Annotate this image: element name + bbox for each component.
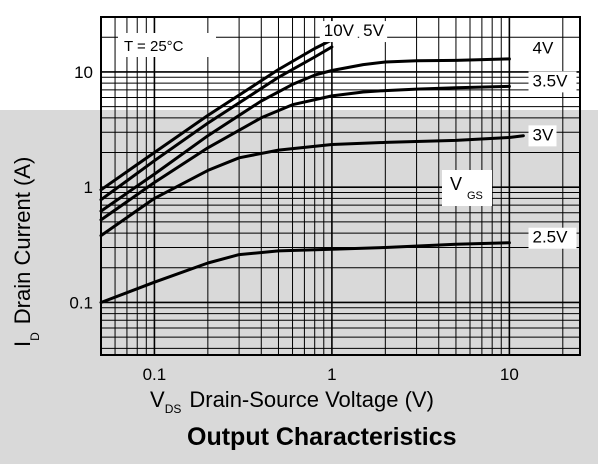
grid xyxy=(101,17,580,355)
series-line-10V xyxy=(99,38,334,192)
series-label-bg xyxy=(359,21,388,43)
series-label-3-5V: 3.5V xyxy=(533,71,569,90)
x-tick-label: 10 xyxy=(500,365,519,384)
series-label-10V: 10V xyxy=(324,21,355,40)
series-label-4V: 4V xyxy=(533,38,554,57)
plot-frame xyxy=(100,16,581,356)
series-lines xyxy=(99,38,525,304)
y-axis-title-subscript: D xyxy=(28,332,42,341)
series-label-bg xyxy=(528,227,577,249)
temperature-annotation: T = 25°C xyxy=(124,38,184,55)
series-label-3V: 3V xyxy=(533,125,554,144)
x-tick-label: 0.1 xyxy=(143,365,167,384)
series-line-3V xyxy=(99,134,525,238)
series-label-bg xyxy=(528,38,557,60)
chart-title: Output Characteristics xyxy=(187,423,457,451)
series-line-4V xyxy=(99,57,511,213)
y-tick-label: 1 xyxy=(84,178,93,197)
x-tick-label: 1 xyxy=(327,365,336,384)
y-axis-title: ID Drain Current (A) xyxy=(10,157,42,347)
y-axis-title-main: I xyxy=(10,341,35,347)
tick-labels: 0.1 1 10 0.1 1 10 xyxy=(69,63,518,384)
series-line-3-5V xyxy=(99,84,511,222)
series-label-2-5V: 2.5V xyxy=(533,228,569,247)
svg-text:IDDrain Current (A): ID Drain Current (A) xyxy=(10,157,42,347)
vgs-label-subscript: GS xyxy=(467,190,483,202)
series-label-bg xyxy=(528,71,577,93)
background-white xyxy=(0,0,598,110)
series-label-bg xyxy=(528,125,557,147)
series-line-2-5V xyxy=(99,241,511,304)
background-gray xyxy=(0,110,598,464)
y-axis-title-rest: Drain Current (A) xyxy=(10,157,35,324)
x-axis-title-rest: Drain-Source Voltage (V) xyxy=(189,387,434,412)
x-axis-title-main: V xyxy=(150,387,165,412)
y-tick-label: 10 xyxy=(74,63,93,82)
x-axis-title: VDS Drain-Source Voltage (V) xyxy=(150,387,434,416)
series-line-5V xyxy=(99,45,334,202)
vgs-label: V xyxy=(450,174,462,194)
y-tick-label: 0.1 xyxy=(69,293,93,312)
series-labels: 10V 5V 4V 3.5V 3V 2.5V xyxy=(319,21,577,249)
series-label-5V: 5V xyxy=(363,21,384,40)
annotation-box xyxy=(118,33,216,57)
x-axis-title-subscript: DS xyxy=(165,402,182,416)
series-label-bg xyxy=(319,21,358,43)
vgs-label-box xyxy=(442,170,492,206)
